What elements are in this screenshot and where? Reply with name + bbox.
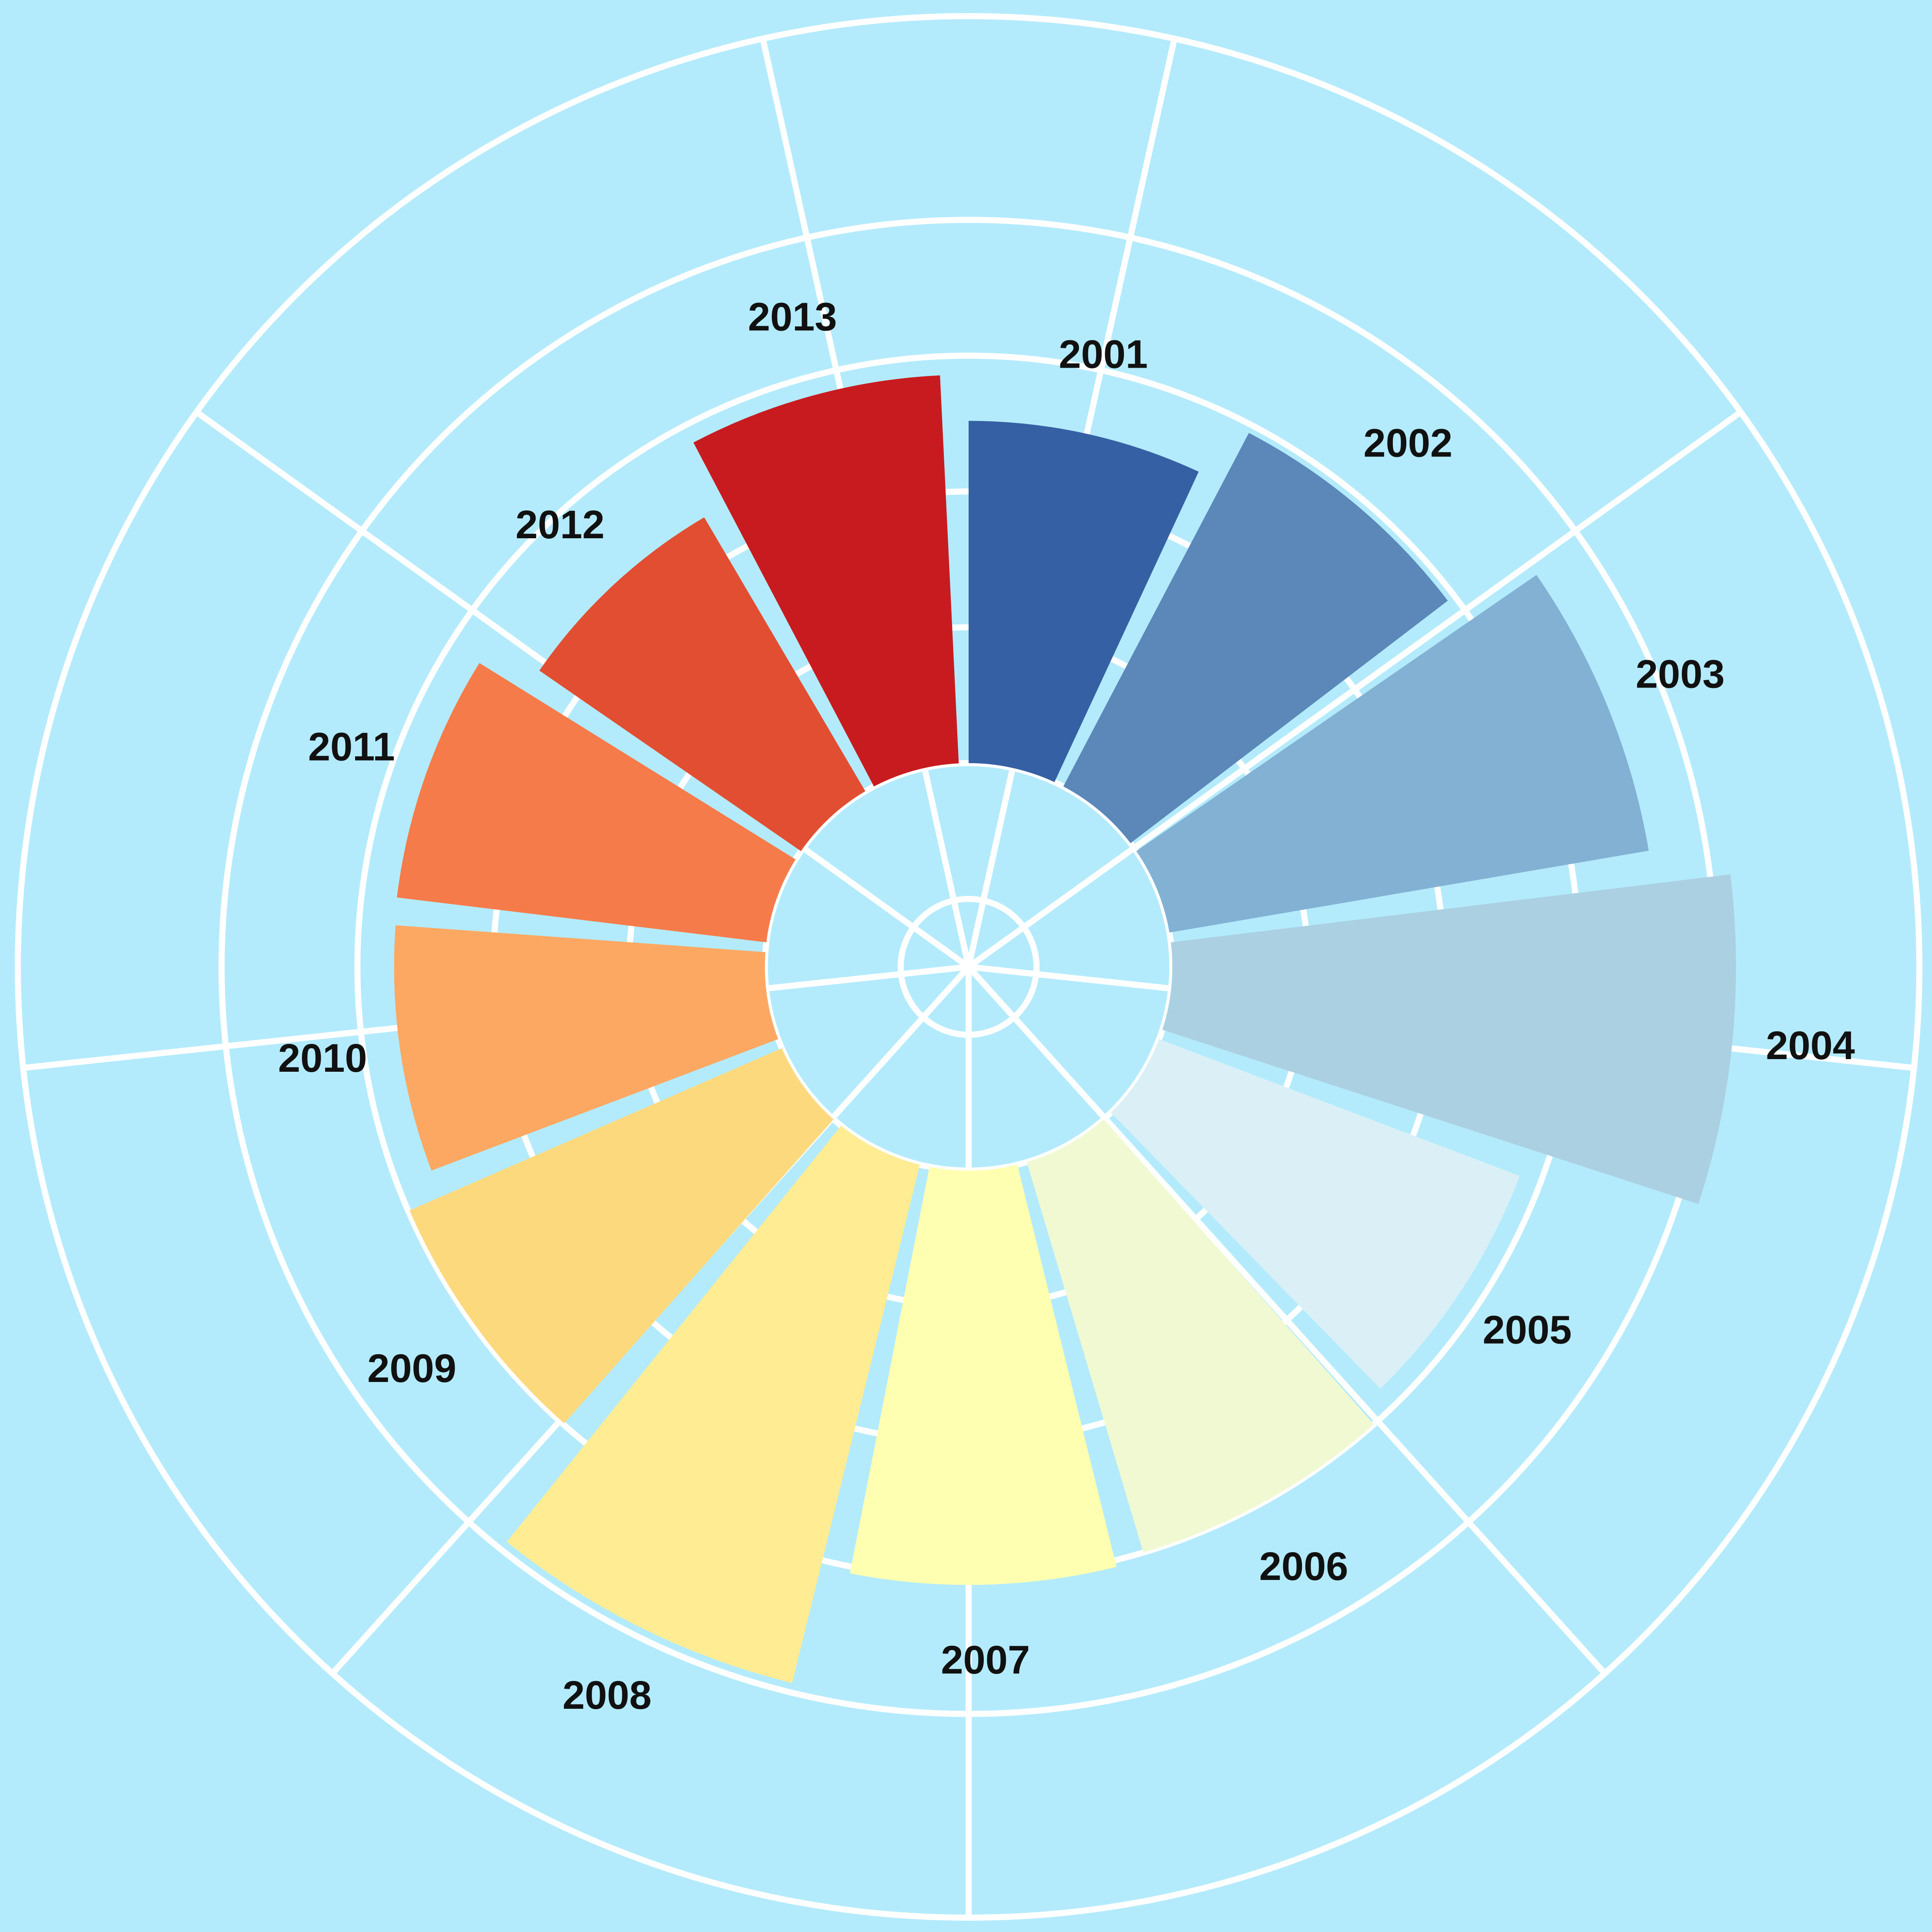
category-label: 2012 <box>516 503 605 547</box>
category-label: 2001 <box>1059 332 1148 376</box>
bar <box>693 375 959 787</box>
bar <box>394 925 778 1171</box>
category-label: 2005 <box>1483 1308 1572 1352</box>
category-label: 2010 <box>278 1036 367 1080</box>
bar <box>1162 874 1736 1204</box>
category-label: 2009 <box>367 1346 456 1391</box>
bar <box>409 1048 834 1424</box>
grid-circle <box>897 896 1040 1038</box>
bar <box>850 1164 1117 1585</box>
category-label: 2004 <box>1766 1023 1855 1068</box>
category-label: 2007 <box>941 1638 1030 1682</box>
bar <box>506 1126 920 1683</box>
bar <box>539 517 865 852</box>
panel-border <box>15 13 1922 1921</box>
category-label: 2008 <box>563 1673 652 1717</box>
category-label: 2002 <box>1363 421 1452 465</box>
category-label: 2006 <box>1259 1544 1348 1589</box>
bar <box>1136 575 1649 933</box>
category-label: 2013 <box>748 295 837 339</box>
bar <box>1111 1039 1520 1389</box>
bar <box>969 421 1199 782</box>
category-label: 2011 <box>308 724 395 769</box>
category-label: 2003 <box>1636 652 1725 696</box>
bar <box>397 663 796 943</box>
bar <box>1063 433 1448 843</box>
bar <box>1026 1119 1374 1553</box>
